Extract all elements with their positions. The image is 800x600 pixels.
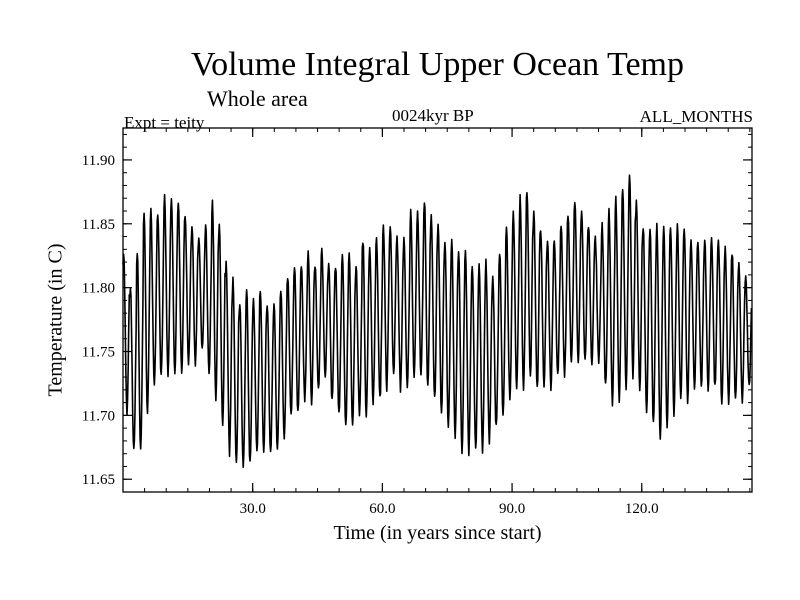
x-axis-label: Time (in years since start)	[333, 522, 542, 544]
chart-title: Volume Integral Upper Ocean Temp	[191, 46, 684, 83]
y-tick-label: 11.85	[82, 217, 115, 233]
y-tick-label: 11.65	[82, 472, 115, 488]
chart-subtitle: Whole area	[207, 86, 308, 111]
experiment-label: Expt = teity	[124, 113, 205, 132]
y-tick-label: 11.70	[82, 408, 115, 424]
y-tick-label: 11.90	[82, 153, 115, 169]
x-tick-label: 60.0	[369, 501, 395, 517]
series-line-temperature	[122, 174, 753, 469]
period-label: 0024kyr BP	[392, 106, 474, 125]
x-tick-label: 90.0	[499, 501, 525, 517]
y-tick-label: 11.75	[82, 345, 115, 361]
x-tick-label: 30.0	[240, 501, 266, 517]
y-tick-label: 11.80	[82, 281, 115, 297]
months-label: ALL_MONTHS	[639, 107, 753, 126]
x-tick-label: 120.0	[625, 501, 659, 517]
